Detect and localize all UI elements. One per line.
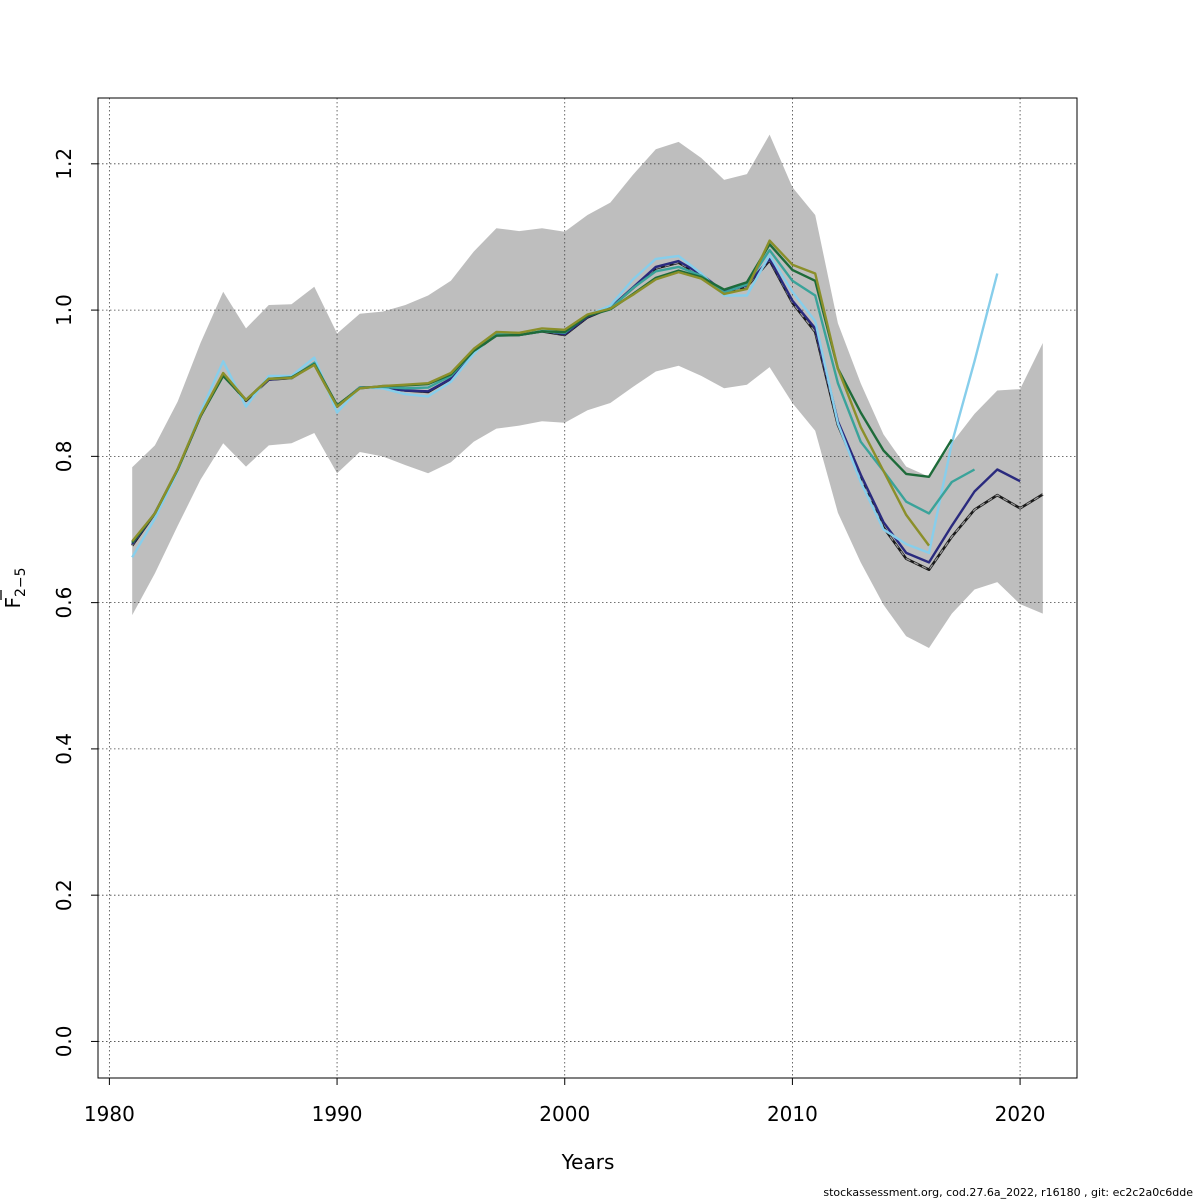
- y-tick-label-4: 0.8: [52, 440, 76, 472]
- footer-credit: stockassessment.org, cod.27.6a_2022, r16…: [823, 1186, 1193, 1199]
- y-tick-label-2: 0.4: [52, 733, 76, 765]
- plot-frame: [97, 97, 1078, 1079]
- svg-text:F2−5: F2−5: [1, 567, 29, 608]
- x-tick-label-2020: 2020: [995, 1102, 1046, 1126]
- y-tick-label-0: 0.0: [52, 1025, 76, 1057]
- x-tick-label-1980: 1980: [84, 1102, 135, 1126]
- x-tick-label-1990: 1990: [312, 1102, 363, 1126]
- y-axis-title: F2−5: [0, 567, 29, 609]
- y-tick-label-1: 0.2: [52, 879, 76, 911]
- x-axis-title: Years: [561, 1150, 615, 1174]
- confidence-band: [132, 134, 1043, 649]
- x-tick-label-2000: 2000: [539, 1102, 590, 1126]
- y-tick-label-3: 0.6: [52, 587, 76, 619]
- y-tick-label-6: 1.2: [52, 148, 76, 180]
- y-axis-title-main: F: [1, 597, 25, 609]
- plot-area: [98, 98, 1077, 1078]
- y-axis-title-subscript: 2−5: [13, 567, 29, 597]
- y-tick-label-5: 1.0: [52, 294, 76, 326]
- series-line-5: [131, 239, 930, 547]
- x-tick-label-2010: 2010: [767, 1102, 818, 1126]
- axes: 1980 1990 2000 2010 2020 0.0 0.2 0.4 0.6 0.8 1.0 1.…: [52, 97, 1078, 1126]
